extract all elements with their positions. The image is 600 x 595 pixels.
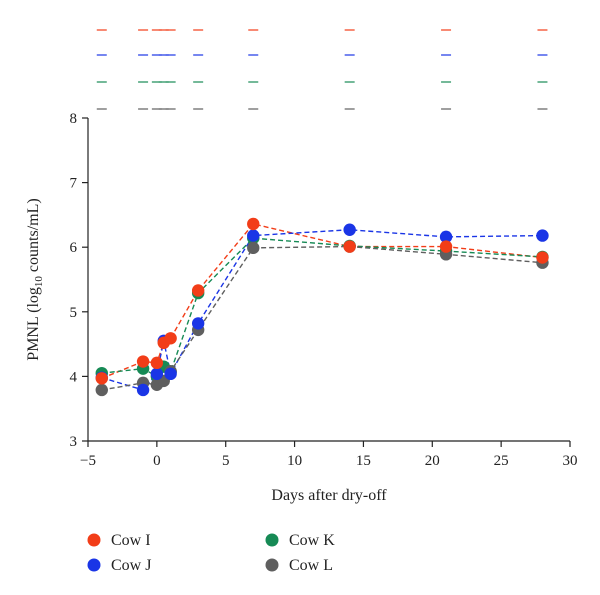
data-point xyxy=(150,356,164,370)
data-point xyxy=(247,229,260,242)
data-point xyxy=(191,284,205,297)
y-tick-label: 7 xyxy=(70,176,78,192)
data-point xyxy=(136,355,150,368)
x-tick-label: 0 xyxy=(153,453,161,469)
legend-label: Cow K xyxy=(289,532,335,549)
y-axis-title: PMNL (log10 counts/mL) xyxy=(25,198,45,360)
series-line xyxy=(101,229,543,391)
significance-marks xyxy=(96,29,548,110)
legend-marker xyxy=(265,558,279,572)
y-axis-title-main: PMNL (log xyxy=(25,287,42,361)
data-point xyxy=(439,240,453,253)
x-tick-label: 20 xyxy=(425,453,440,469)
data-point xyxy=(439,230,453,244)
x-tick-label: 5 xyxy=(222,453,230,469)
series-lines xyxy=(101,223,543,391)
data-point xyxy=(247,217,260,231)
y-tick-label: 6 xyxy=(70,240,78,256)
y-tick-label: 8 xyxy=(70,111,78,127)
series-line xyxy=(101,223,543,379)
data-point xyxy=(95,372,108,385)
x-tick-label: 30 xyxy=(563,453,578,469)
series-points xyxy=(95,217,549,397)
axes: 3 4 5 6 7 8 −5 0 5 10 15 20 25 30 xyxy=(70,111,578,469)
x-tick-label: 15 xyxy=(356,453,371,469)
y-tick-label: 5 xyxy=(70,305,78,321)
legend-marker xyxy=(87,533,101,547)
y-tick-label: 4 xyxy=(70,369,78,385)
data-point xyxy=(536,251,549,264)
legend-label: Cow J xyxy=(111,557,151,574)
legend-label: Cow I xyxy=(111,532,151,549)
x-tick-label: 10 xyxy=(287,453,302,469)
x-ticks: −5 0 5 10 15 20 25 30 xyxy=(80,441,578,469)
data-point xyxy=(191,317,205,330)
data-point xyxy=(536,229,549,242)
y-axis-title-tail: counts/mL) xyxy=(25,198,42,276)
series-line xyxy=(101,245,543,391)
data-point xyxy=(343,240,356,253)
y-axis-title-subscript: 10 xyxy=(33,276,45,288)
data-point xyxy=(247,241,260,255)
data-point xyxy=(343,223,356,236)
x-tick-label: 25 xyxy=(494,453,509,469)
data-point xyxy=(136,383,150,397)
data-point xyxy=(164,367,177,381)
legend-marker xyxy=(87,558,101,572)
legend-marker xyxy=(265,533,279,547)
legend-label: Cow L xyxy=(289,557,333,574)
y-tick-label: 3 xyxy=(70,434,78,450)
data-point xyxy=(164,332,177,345)
data-point xyxy=(95,383,108,397)
series-line xyxy=(101,237,543,378)
y-ticks: 3 4 5 6 7 8 xyxy=(70,111,88,450)
legend: Cow I Cow J Cow K Cow L xyxy=(87,532,335,574)
data-point xyxy=(150,367,164,381)
x-axis-title: Days after dry-off xyxy=(271,487,387,504)
x-tick-label: −5 xyxy=(80,453,96,469)
